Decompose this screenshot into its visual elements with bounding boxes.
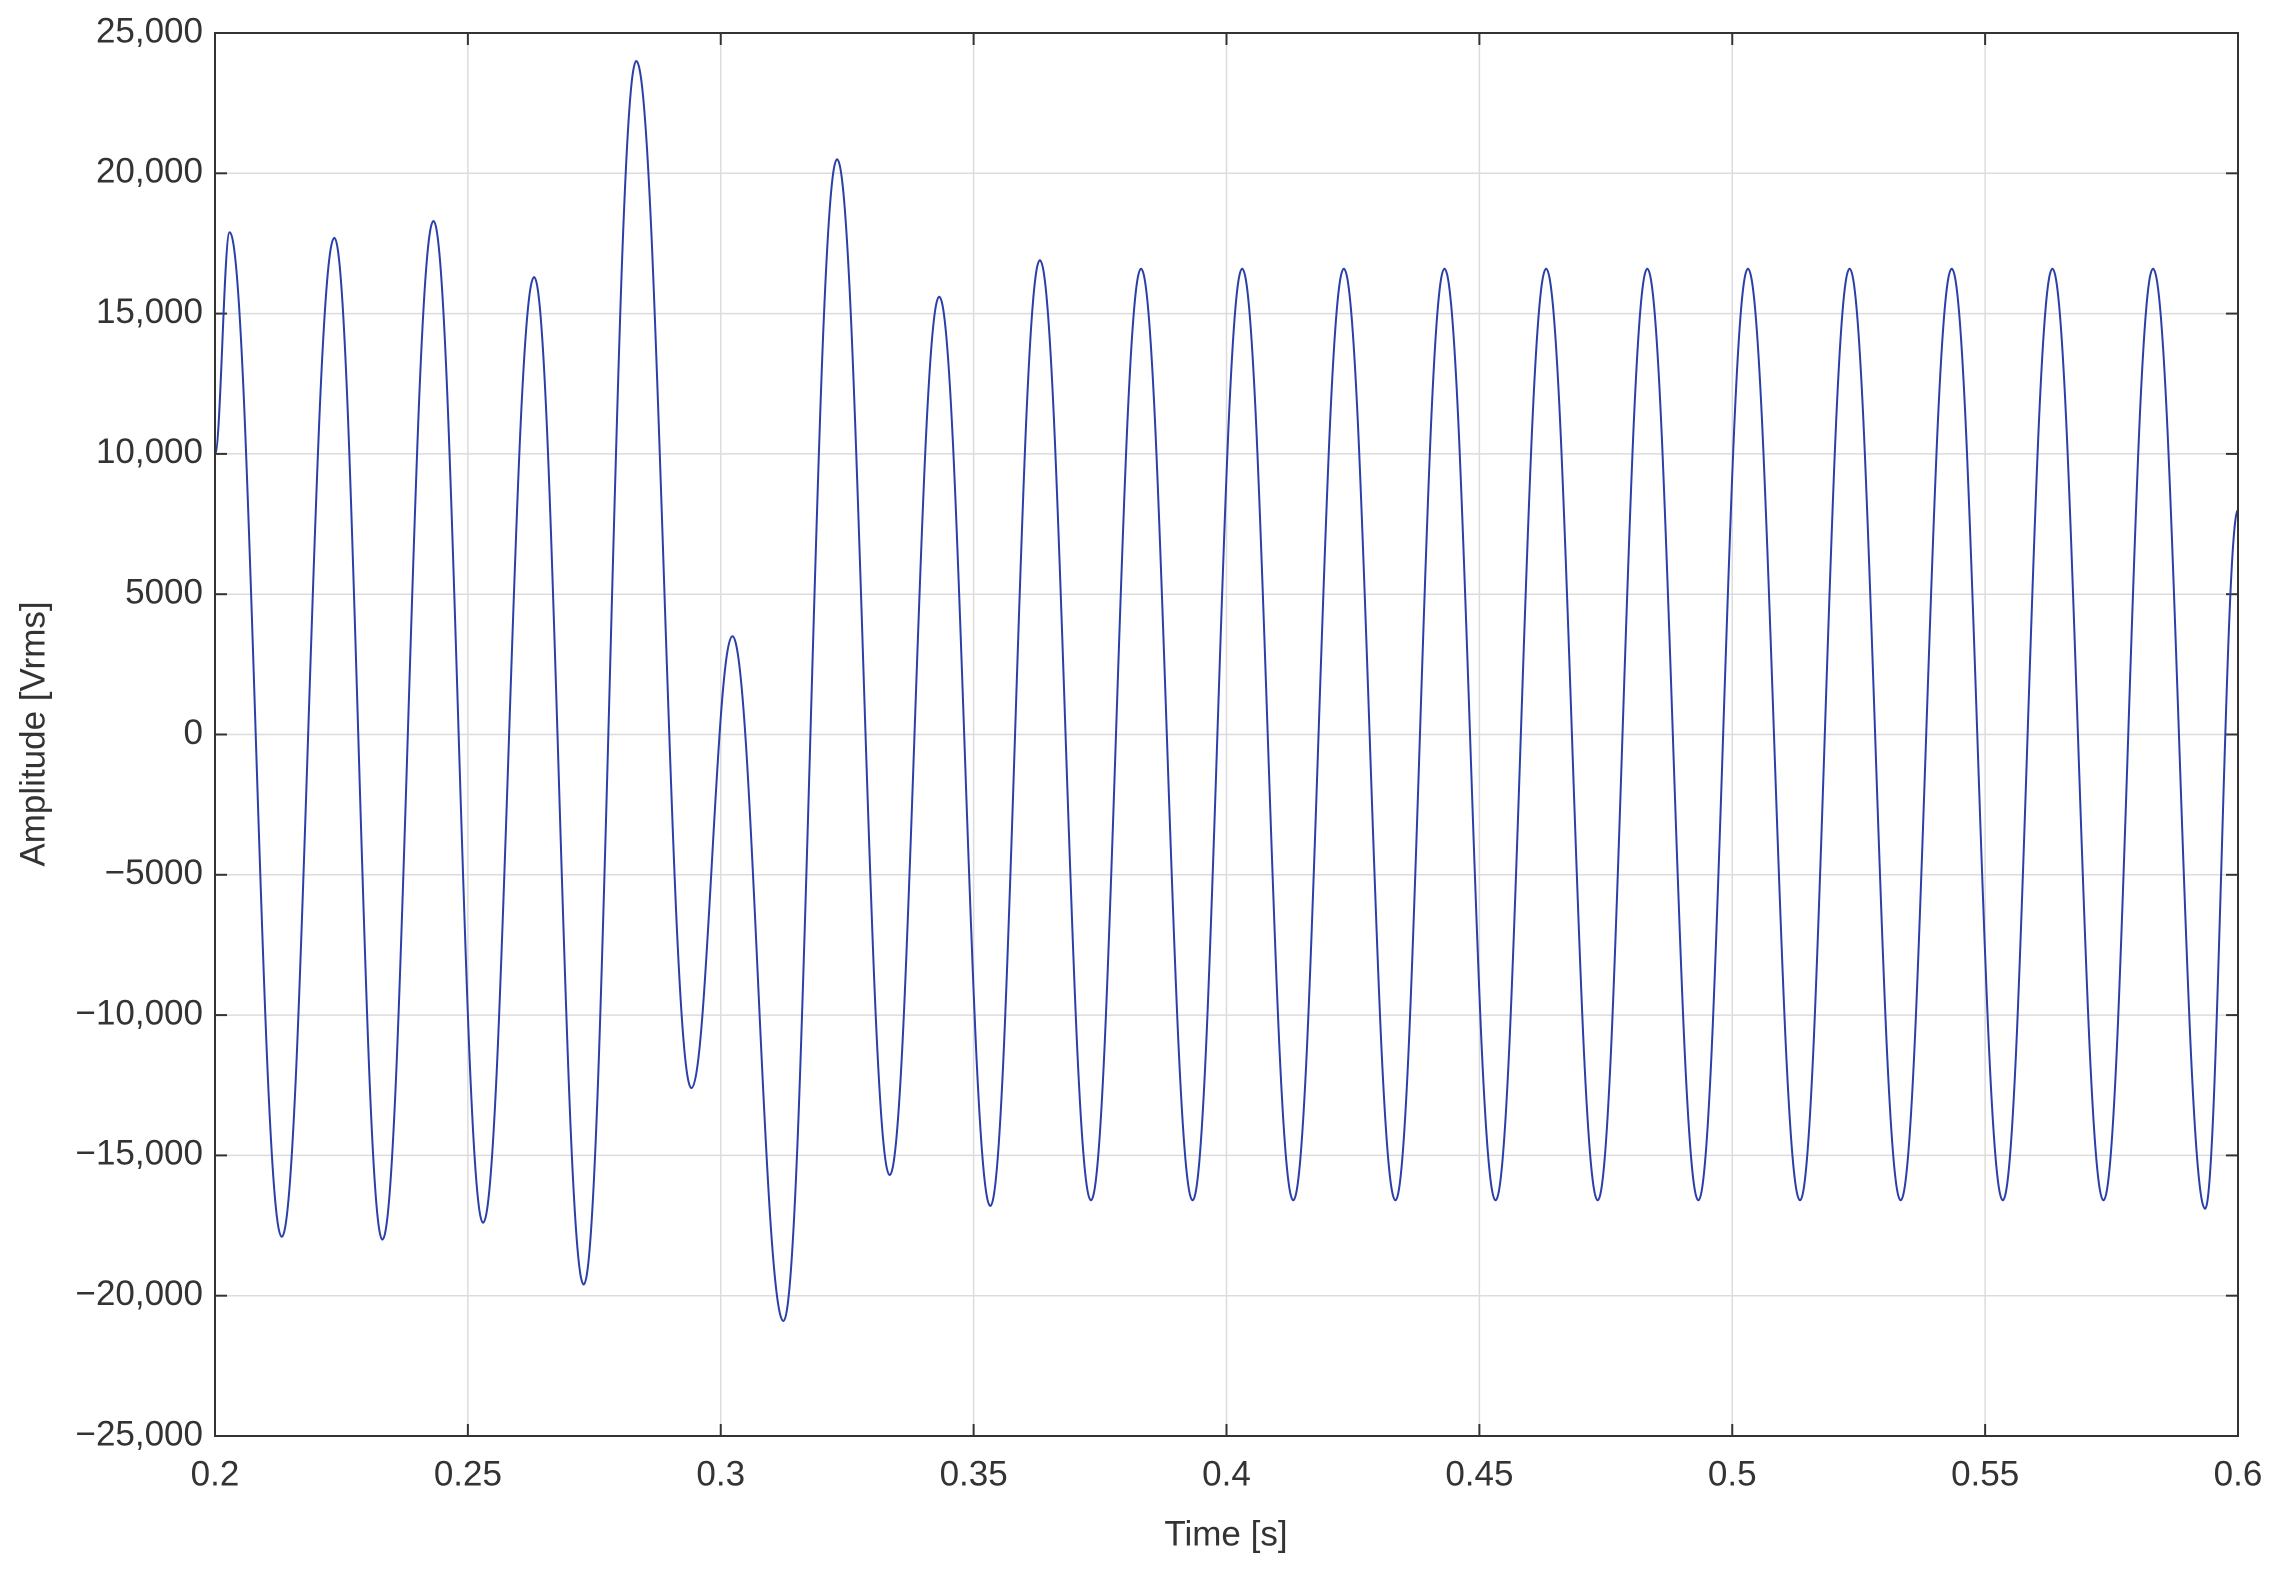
x-tick-label: 0.25 xyxy=(434,1454,502,1493)
x-tick-label: 0.2 xyxy=(191,1454,240,1493)
plot-frame xyxy=(214,32,2239,1437)
y-tick-label: 15,000 xyxy=(96,292,203,331)
x-tick-label: 0.3 xyxy=(696,1454,745,1493)
y-tick-label: 20,000 xyxy=(96,152,203,191)
x-tick-label: 0.55 xyxy=(1951,1454,2019,1493)
y-tick-label: 25,000 xyxy=(96,11,203,50)
data-line xyxy=(214,60,2239,1322)
x-tick-label: 0.35 xyxy=(940,1454,1008,1493)
y-tick-label: −25,000 xyxy=(76,1414,204,1453)
y-tick-label: −5000 xyxy=(105,853,203,892)
y-tick-label: 10,000 xyxy=(96,432,203,471)
y-axis-label: Amplitude [Vrms] xyxy=(13,601,52,866)
x-axis-label: Time [s] xyxy=(1164,1514,1287,1553)
y-tick-label: −10,000 xyxy=(76,993,204,1032)
y-tick-label: −20,000 xyxy=(76,1274,204,1313)
x-tick-label: 0.4 xyxy=(1202,1454,1251,1493)
x-tick-label: 0.45 xyxy=(1445,1454,1513,1493)
x-tick-label: 0.6 xyxy=(2214,1454,2263,1493)
y-tick-label: −15,000 xyxy=(76,1134,204,1173)
y-tick-label: 5000 xyxy=(125,572,203,611)
x-tick-label: 0.5 xyxy=(1708,1454,1757,1493)
y-tick-label: 0 xyxy=(184,713,203,752)
